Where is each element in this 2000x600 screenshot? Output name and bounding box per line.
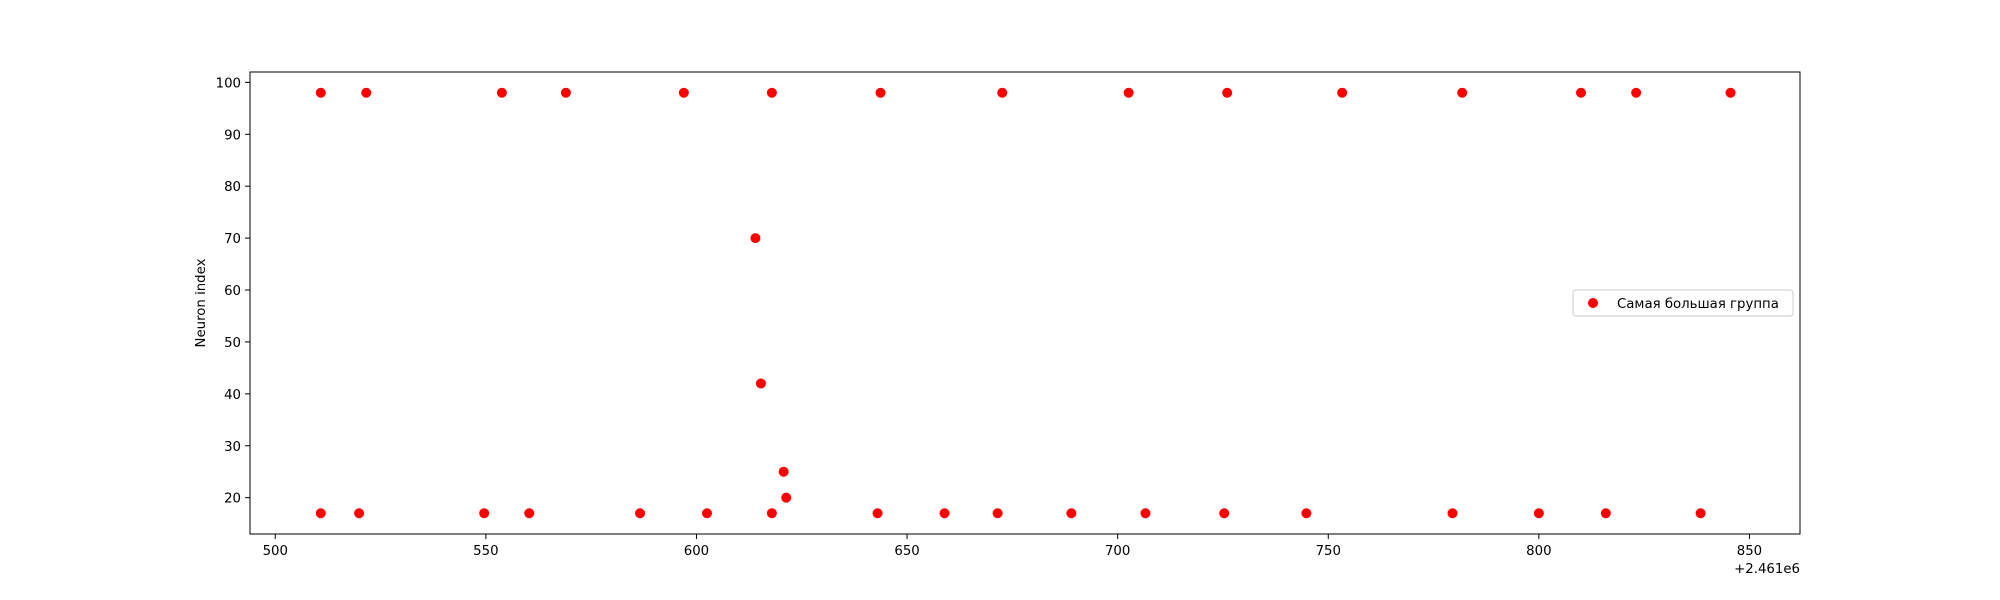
legend-marker bbox=[1588, 298, 1598, 308]
plot-area-frame bbox=[249, 71, 1801, 535]
data-point bbox=[750, 233, 761, 244]
x-axis-offset-label: +2.461e6 bbox=[1734, 562, 1800, 577]
data-point bbox=[315, 87, 326, 98]
data-point bbox=[872, 508, 883, 519]
data-point bbox=[939, 508, 950, 519]
data-point bbox=[315, 508, 326, 519]
x-tick-label: 750 bbox=[1316, 544, 1341, 559]
data-point bbox=[361, 87, 372, 98]
x-tick-label: 700 bbox=[1105, 544, 1130, 559]
y-tick-label: 60 bbox=[224, 284, 241, 299]
data-point bbox=[1337, 87, 1348, 98]
data-point bbox=[1140, 508, 1151, 519]
data-point bbox=[1301, 508, 1312, 519]
legend-label: Самая большая группа bbox=[1617, 296, 1779, 312]
y-tick-label: 100 bbox=[216, 76, 241, 91]
data-point bbox=[1725, 87, 1736, 98]
data-point bbox=[1066, 508, 1077, 519]
data-point bbox=[678, 87, 689, 98]
data-point bbox=[701, 508, 712, 519]
x-tick-label: 850 bbox=[1737, 544, 1762, 559]
y-tick-label: 90 bbox=[224, 128, 241, 143]
data-point bbox=[635, 508, 646, 519]
data-point bbox=[1533, 508, 1544, 519]
data-point bbox=[1222, 87, 1233, 98]
x-tick-label: 800 bbox=[1526, 544, 1551, 559]
data-point bbox=[766, 508, 777, 519]
y-axis: 20 30 40 50 60 70 80 90 100 bbox=[216, 76, 250, 507]
data-point bbox=[1123, 87, 1134, 98]
legend-box bbox=[1572, 289, 1794, 317]
data-point bbox=[992, 508, 1003, 519]
x-axis: 500 550 600 650 700 750 800 850 bbox=[263, 534, 1762, 559]
data-point bbox=[781, 492, 792, 503]
data-point bbox=[1219, 508, 1230, 519]
y-tick-label: 70 bbox=[224, 232, 241, 247]
data-point bbox=[1457, 87, 1468, 98]
y-axis-title: Neuron index bbox=[194, 258, 209, 347]
data-point bbox=[354, 508, 365, 519]
data-point bbox=[766, 87, 777, 98]
x-tick-label: 500 bbox=[263, 544, 288, 559]
data-point bbox=[1600, 508, 1611, 519]
data-point bbox=[755, 378, 766, 389]
data-point bbox=[496, 87, 507, 98]
data-point bbox=[479, 508, 490, 519]
y-tick-label: 40 bbox=[224, 388, 241, 403]
data-point bbox=[997, 87, 1008, 98]
x-tick-label: 550 bbox=[473, 544, 498, 559]
legend: Самая большая группа bbox=[1572, 289, 1794, 317]
data-point bbox=[1631, 87, 1642, 98]
y-tick-label: 20 bbox=[224, 492, 241, 507]
data-point bbox=[560, 87, 571, 98]
data-point bbox=[875, 87, 886, 98]
y-tick-label: 30 bbox=[224, 440, 241, 455]
y-tick-label: 50 bbox=[224, 336, 241, 351]
x-tick-label: 600 bbox=[684, 544, 709, 559]
y-tick-label: 80 bbox=[224, 180, 241, 195]
data-point bbox=[1695, 508, 1706, 519]
data-point bbox=[1447, 508, 1458, 519]
x-tick-label: 650 bbox=[894, 544, 919, 559]
data-points bbox=[315, 87, 1736, 519]
data-point bbox=[1575, 87, 1586, 98]
data-point bbox=[524, 508, 535, 519]
data-point bbox=[778, 466, 789, 477]
